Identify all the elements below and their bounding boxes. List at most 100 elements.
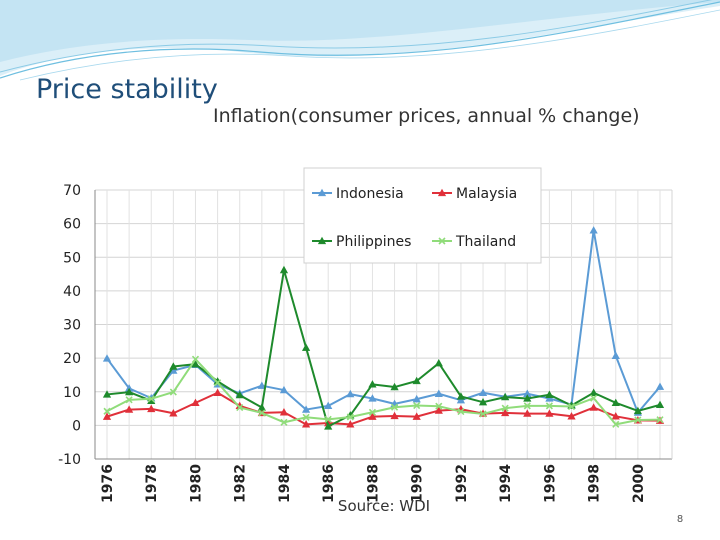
data-point-thailand <box>236 403 244 412</box>
data-point-thailand <box>457 408 465 416</box>
data-point-philippines <box>655 400 665 409</box>
data-point-malaysia <box>279 408 289 416</box>
x-tick-label: 1986 <box>321 464 337 503</box>
data-point-malaysia <box>213 388 222 396</box>
x-tick-label: 1980 <box>188 464 204 503</box>
data-point-indonesia <box>368 394 377 402</box>
header-swoosh-line <box>19 9 720 81</box>
legend-label-thailand: Thailand <box>455 234 516 250</box>
data-point-philippines <box>611 398 620 407</box>
data-point-indonesia <box>456 395 466 404</box>
data-point-philippines <box>434 358 443 367</box>
y-tick-label: 50 <box>63 250 81 266</box>
y-tick-label: 10 <box>63 385 81 401</box>
data-point-malaysia <box>346 420 355 428</box>
data-point-malaysia <box>434 406 443 414</box>
data-point-malaysia <box>125 405 134 413</box>
data-point-philippines <box>589 388 598 396</box>
data-point-philippines <box>412 376 421 385</box>
data-point-philippines <box>191 359 200 368</box>
data-point-malaysia <box>589 403 598 411</box>
x-tick-label: 1982 <box>233 464 249 503</box>
data-point-malaysia <box>611 412 620 420</box>
data-point-malaysia <box>102 412 112 420</box>
data-point-malaysia <box>191 398 200 407</box>
data-point-indonesia <box>257 381 266 389</box>
data-point-indonesia <box>346 389 355 398</box>
legend-marker-philippines <box>317 236 327 245</box>
legend-label-philippines: Philippines <box>336 234 411 250</box>
data-point-indonesia <box>412 394 421 403</box>
data-point-thailand <box>479 410 487 418</box>
series-line-thailand <box>106 358 661 426</box>
data-point-thailand <box>435 402 443 410</box>
data-point-thailand <box>191 355 200 363</box>
data-point-thailand <box>103 407 111 415</box>
data-point-thailand <box>567 402 576 411</box>
data-point-indonesia <box>478 388 488 396</box>
legend-box <box>303 167 542 264</box>
data-point-indonesia <box>611 351 620 359</box>
data-point-philippines <box>368 380 377 388</box>
header-swoosh-band <box>0 0 720 76</box>
data-point-philippines <box>169 362 178 370</box>
x-tick-label: 1992 <box>454 464 470 503</box>
x-tick-label: 1996 <box>542 464 558 503</box>
data-point-thailand <box>612 420 620 428</box>
x-tick-label: 1978 <box>144 464 160 503</box>
data-point-malaysia <box>501 408 510 417</box>
data-point-indonesia <box>545 394 554 402</box>
legend-marker-indonesia <box>317 188 327 197</box>
data-point-malaysia <box>412 412 421 420</box>
y-tick-label: 60 <box>63 217 81 233</box>
legend-marker-thailand <box>438 237 446 245</box>
data-point-thailand <box>346 413 354 421</box>
y-tick-label: 0 <box>72 418 81 434</box>
x-tick-label: 1976 <box>100 464 116 503</box>
header-swoosh-line <box>0 0 713 73</box>
data-point-philippines <box>478 397 488 406</box>
y-tick-label: 70 <box>63 183 81 199</box>
data-point-indonesia <box>434 389 443 397</box>
source-annotation: Source: WDI <box>338 497 430 515</box>
y-tick-label: 40 <box>63 284 81 300</box>
legend-label-indonesia: Indonesia <box>336 186 404 202</box>
x-tick-label: 1988 <box>365 464 381 503</box>
data-point-philippines <box>545 390 554 398</box>
data-point-indonesia <box>655 382 665 390</box>
data-point-philippines <box>102 390 112 398</box>
data-point-philippines <box>501 392 510 401</box>
data-point-thailand <box>169 388 177 396</box>
data-point-philippines <box>125 387 134 396</box>
x-tick-label: 1984 <box>277 464 293 503</box>
data-point-indonesia <box>301 405 311 413</box>
data-point-malaysia <box>169 409 178 417</box>
series-line-malaysia <box>106 391 661 426</box>
data-point-indonesia <box>279 385 289 394</box>
data-point-malaysia <box>301 420 311 428</box>
data-point-thailand <box>280 418 288 426</box>
data-point-thailand <box>147 395 155 403</box>
data-point-philippines <box>390 382 399 391</box>
data-point-malaysia <box>368 412 377 420</box>
data-point-thailand <box>590 394 598 402</box>
header-swoosh-line <box>0 1 720 79</box>
data-point-philippines <box>456 392 466 400</box>
y-tick-label: 20 <box>63 351 81 367</box>
data-point-philippines <box>324 422 333 430</box>
data-point-philippines <box>301 343 311 351</box>
header-swoosh-decoration <box>0 0 720 81</box>
data-point-thailand <box>368 408 377 416</box>
data-point-philippines <box>279 265 289 274</box>
data-point-thailand <box>324 415 332 423</box>
data-point-malaysia <box>390 411 399 420</box>
legend-label-malaysia: Malaysia <box>456 186 517 202</box>
series-line-philippines <box>106 269 661 428</box>
data-point-thailand <box>302 413 310 421</box>
chart-title: Inflation(consumer prices, annual % chan… <box>213 105 640 127</box>
data-point-thailand <box>125 396 133 404</box>
data-point-malaysia <box>567 412 576 420</box>
data-point-thailand <box>258 409 266 417</box>
legend-marker-malaysia <box>437 188 447 197</box>
